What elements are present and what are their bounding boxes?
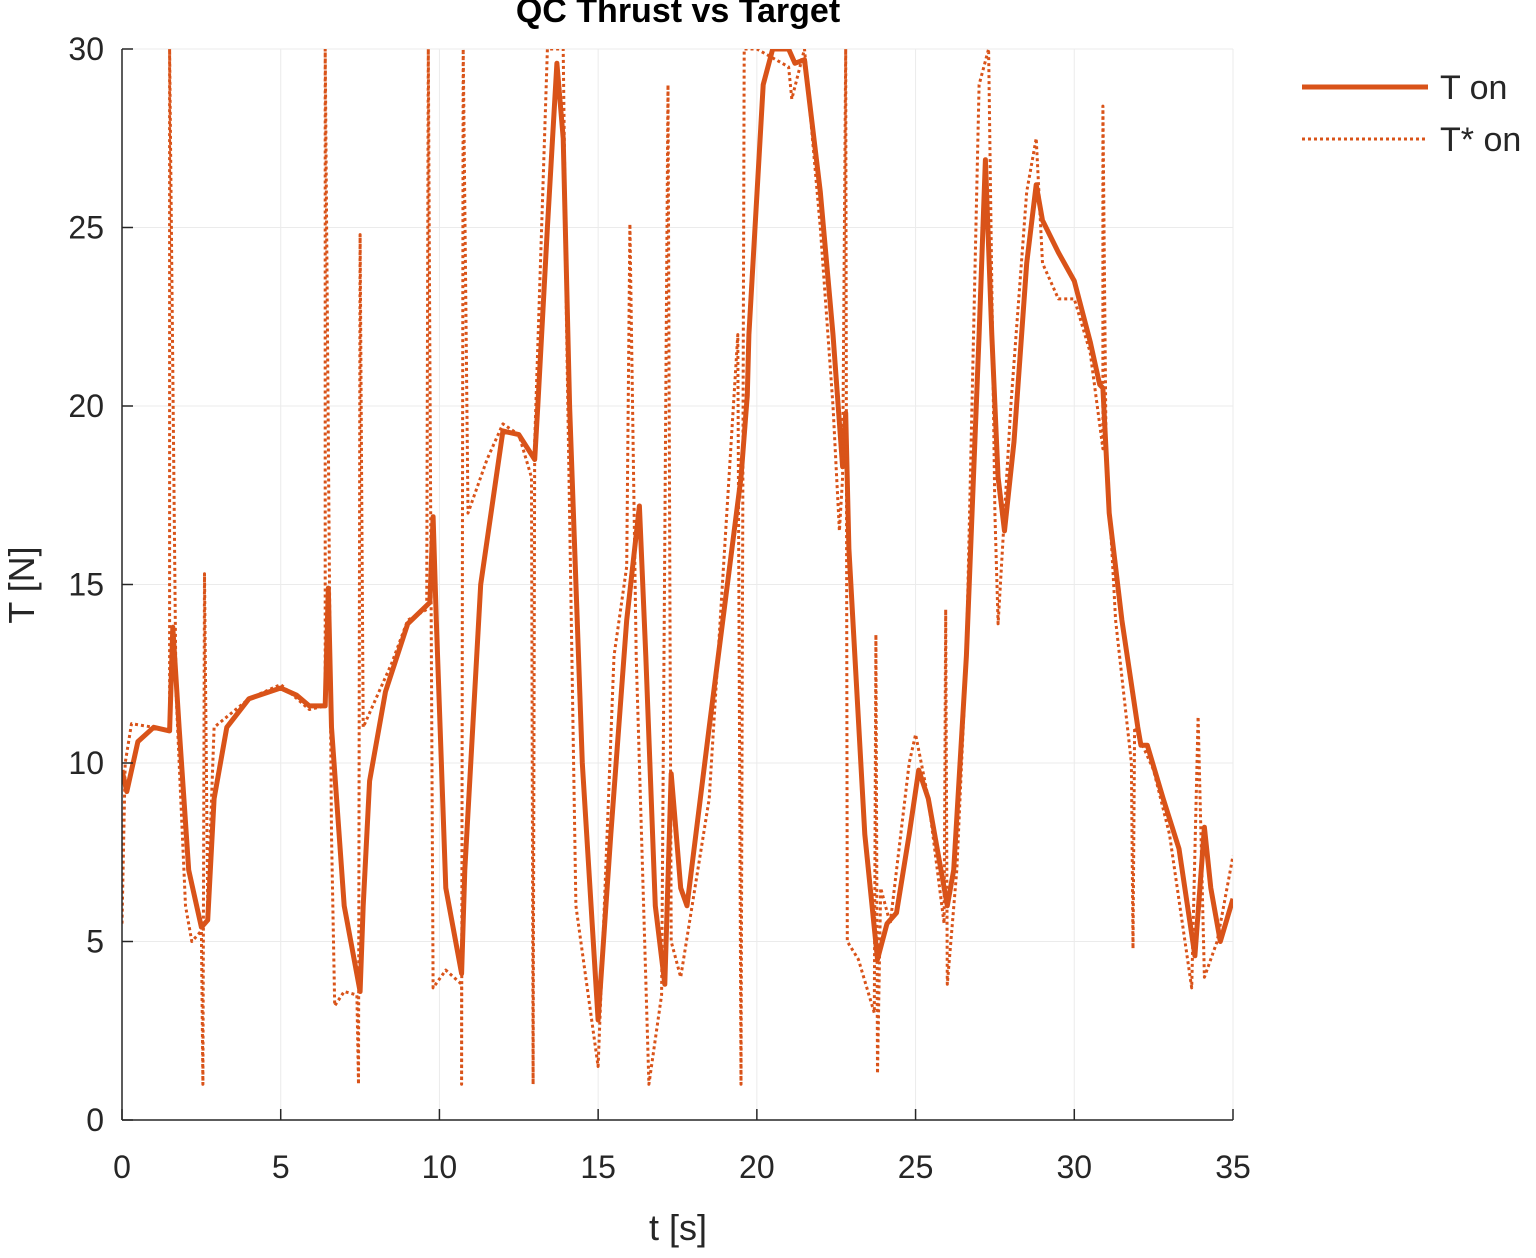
- legend-label: T on: [1440, 69, 1507, 107]
- x-axis-label: t [s]: [649, 1207, 707, 1248]
- x-tick-label: 25: [898, 1149, 934, 1185]
- legend-label: T* on: [1440, 121, 1521, 159]
- y-tick-label: 20: [68, 388, 104, 424]
- y-tick-label: 0: [86, 1102, 104, 1138]
- chart-title: QC Thrust vs Target: [516, 0, 840, 30]
- series-line: [122, 49, 1233, 1023]
- y-axis-label: T [N]: [1, 546, 42, 623]
- y-tick-label: 10: [68, 745, 104, 781]
- x-tick-label: 10: [422, 1149, 458, 1185]
- x-tick-label: 35: [1215, 1149, 1251, 1185]
- y-tick-label: 15: [68, 567, 104, 603]
- x-tick-label: 20: [739, 1149, 775, 1185]
- y-tick-label: 5: [86, 924, 104, 960]
- y-tick-label: 25: [68, 210, 104, 246]
- x-tick-label: 0: [113, 1149, 131, 1185]
- x-tick-label: 5: [272, 1149, 290, 1185]
- y-tick-label: 30: [68, 31, 104, 67]
- x-tick-label: 15: [580, 1149, 616, 1185]
- x-tick-label: 30: [1056, 1149, 1092, 1185]
